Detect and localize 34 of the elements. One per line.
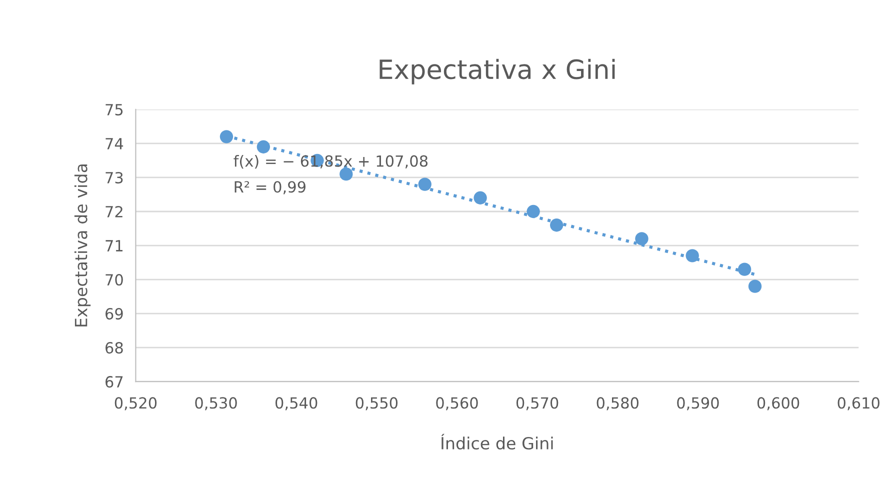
- x-tick-label: 0,600: [757, 397, 800, 410]
- x-tick-label: 0,560: [436, 397, 478, 410]
- point: [340, 167, 353, 181]
- point: [256, 140, 270, 154]
- x-tick-label: 0,520: [114, 397, 157, 410]
- point: [474, 191, 487, 204]
- point: [738, 262, 752, 276]
- x-tick-label: 0,540: [275, 397, 318, 410]
- annotation: R² = 0,99: [234, 181, 306, 194]
- y-tick-label: 74: [106, 138, 124, 150]
- x-tick-label: 0,570: [516, 397, 558, 410]
- point: [748, 280, 762, 293]
- point: [418, 178, 432, 191]
- x-tick-label: 0,530: [195, 397, 237, 410]
- point: [550, 218, 564, 232]
- y-tick-label: 72: [106, 206, 122, 218]
- chart-title: Expectativa x Gini: [380, 58, 615, 84]
- x-tick-label: 0,580: [596, 397, 638, 410]
- point: [635, 232, 648, 246]
- x-tick-label: 0,550: [356, 397, 398, 410]
- x-tick-label: 0,590: [677, 397, 719, 410]
- point: [526, 204, 540, 218]
- y-axis-title: Expectativa de vida: [74, 164, 91, 326]
- x-axis-title: Índice de Gini: [441, 434, 553, 450]
- y-tick-label: 70: [106, 274, 123, 286]
- point: [686, 249, 699, 262]
- y-tick-label: 71: [106, 240, 122, 252]
- y-tick-label: 68: [106, 342, 123, 354]
- y-tick-label: 73: [106, 172, 123, 184]
- point: [220, 130, 234, 144]
- y-tick-label: 67: [106, 376, 123, 388]
- x-tick-label: 0,610: [838, 397, 880, 410]
- y-tick-label: 69: [106, 308, 123, 320]
- y-tick-label: 75: [106, 104, 123, 116]
